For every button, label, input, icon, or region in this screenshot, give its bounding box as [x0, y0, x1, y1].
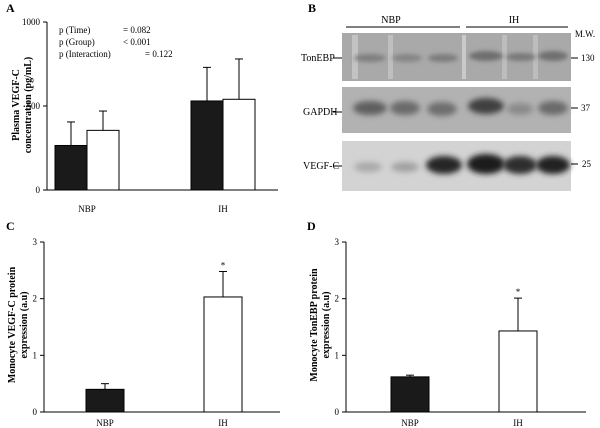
panel-c-xtick-label: NBP — [96, 418, 114, 428]
panel-a-letter: A — [6, 1, 15, 15]
panel-a-ytick-label: 0 — [36, 185, 41, 195]
panel-d-ytick-label: 0 — [335, 407, 340, 417]
panel-d-bar-ih — [498, 330, 538, 413]
blot-mw-header: M.W. — [575, 29, 595, 39]
blot-group-ih: IH — [509, 15, 520, 26]
panel-c-ylabel-line2: expression (a.u) — [19, 291, 30, 358]
panel-d-bar-nbp — [390, 376, 430, 413]
stat-interaction-label: p (Interaction) — [59, 49, 111, 59]
stat-time-label: p (Time) — [59, 25, 90, 35]
panel-a: A Plasma VEGF-C concentration (pg/mL) 0 5… — [6, 1, 278, 214]
panel-a-stats: p (Time) = 0.082 p (Group) < 0.001 p (In… — [59, 25, 173, 59]
panel-d-significance-mark: * — [516, 287, 521, 297]
panel-a-bar-s1-nbp — [54, 144, 88, 191]
panel-a-ylabel-line2: concentration (pg/mL) — [23, 57, 34, 153]
panel-c-ytick-label: 3 — [33, 237, 38, 247]
blot-strip-vegfc — [342, 141, 571, 191]
panel-d-ytick-label: 1 — [335, 350, 340, 360]
blot-label-tonebp: TonEBP — [301, 53, 335, 64]
panel-c-plot: 0 1 2 3 NBP IH * — [33, 237, 280, 428]
panel-a-ylabel-line1: Plasma VEGF-C — [11, 69, 22, 141]
panel-d-plot: 0 1 2 3 NBP IH * — [335, 237, 586, 428]
panel-a-bar-s2-nbp — [86, 129, 120, 191]
panel-d-ylabel-line2: expression (a.u) — [321, 291, 332, 358]
blot-strip-gapdh — [342, 87, 571, 133]
blot-group-nbp: NBP — [381, 15, 401, 26]
panel-d-xtick-label: NBP — [401, 418, 419, 428]
panel-c-letter: C — [6, 219, 15, 233]
blot-label-gapdh: GAPDH — [303, 107, 337, 118]
blot-strip-tonebp — [342, 33, 571, 81]
stat-group-value: < 0.001 — [123, 37, 151, 47]
panel-c-ytick-label: 1 — [33, 350, 38, 360]
panel-c-ylabel-line1: Monocyte VEGF-C protein — [7, 266, 18, 383]
stat-group-label: p (Group) — [59, 37, 95, 47]
panel-a-ytick-label: 500 — [27, 101, 41, 111]
panel-c-bar-ih — [203, 296, 243, 413]
blot-mw-vegfc: 25 — [582, 159, 592, 169]
stat-interaction-value: = 0.122 — [145, 49, 173, 59]
panel-b-letter: B — [308, 1, 316, 15]
panel-d-xtick-label: IH — [513, 418, 523, 428]
panel-b: B NBP IH M.W. TonEBP 130 — [301, 1, 595, 191]
stat-time-value: = 0.082 — [123, 25, 151, 35]
panel-d-ytick-label: 3 — [335, 237, 340, 247]
panel-a-bar-s2-ih — [222, 98, 256, 191]
panel-c-ytick-label: 2 — [33, 294, 38, 304]
panel-c-ytick-label: 0 — [33, 407, 38, 417]
panel-d-letter: D — [307, 219, 316, 233]
blot-label-vegfc: VEGF-C — [303, 161, 339, 172]
panel-c-xtick-label: IH — [218, 418, 228, 428]
blot-mw-tonebp: 130 — [581, 53, 595, 63]
panel-d: D Monocyte TonEBP protein expression (a.… — [307, 219, 586, 428]
panel-d-ylabel-line1: Monocyte TonEBP protein — [309, 268, 320, 382]
panel-c-significance-mark: * — [221, 260, 226, 270]
panel-a-bar-s1-ih — [190, 100, 224, 191]
panel-a-ytick-label: 1000 — [22, 17, 41, 27]
panel-d-ytick-label: 2 — [335, 294, 340, 304]
blot-mw-gapdh: 37 — [581, 103, 591, 113]
panel-a-plot: 0 500 1000 NBP IH — [22, 17, 278, 214]
panel-c-bar-nbp — [85, 388, 125, 413]
panel-a-xtick-label: IH — [218, 204, 228, 214]
panel-c: C Monocyte VEGF-C protein expression (a.… — [6, 219, 280, 428]
panel-a-xtick-label: NBP — [78, 204, 96, 214]
